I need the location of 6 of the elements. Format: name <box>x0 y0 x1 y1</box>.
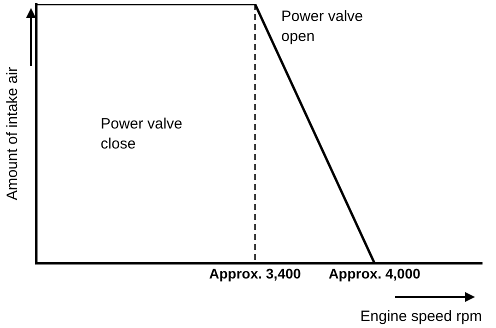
annotation: Power valve open <box>281 8 364 45</box>
x-axis-title: Engine speed rpm <box>360 308 482 326</box>
x-tick-label: Approx. 3,400 <box>209 265 302 282</box>
annotation: Power valve close <box>100 115 182 152</box>
y-axis-title: Amount of intake air <box>4 66 22 200</box>
x-tick-label: Approx. 4,000 <box>328 265 421 282</box>
